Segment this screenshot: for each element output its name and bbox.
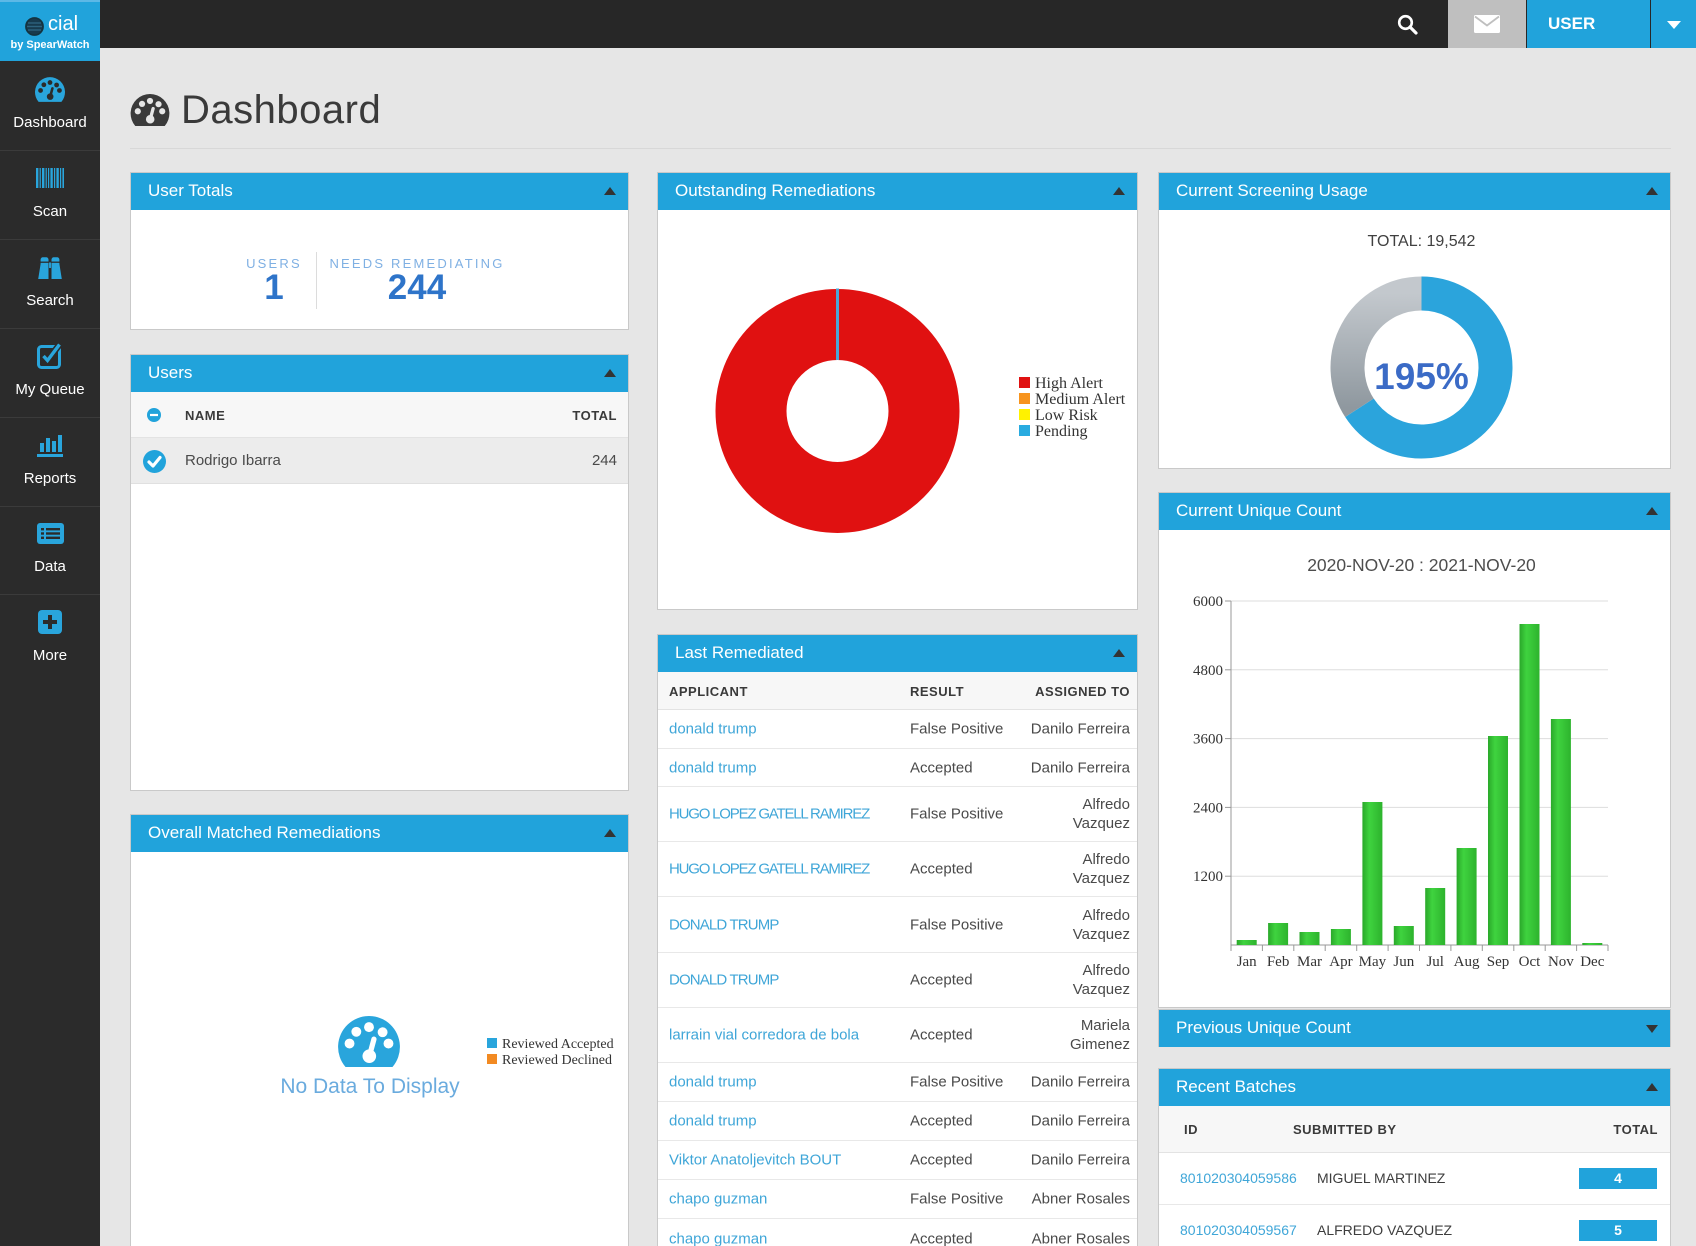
svg-text:3600: 3600: [1193, 732, 1223, 748]
svg-text:Jan: Jan: [1237, 954, 1257, 970]
svg-text:4800: 4800: [1193, 663, 1223, 679]
svg-text:Jul: Jul: [1426, 954, 1444, 970]
svg-text:1200: 1200: [1193, 869, 1223, 885]
svg-text:Sep: Sep: [1487, 954, 1510, 970]
svg-text:Apr: Apr: [1329, 954, 1352, 970]
svg-text:Jun: Jun: [1393, 954, 1414, 970]
svg-text:May: May: [1359, 954, 1387, 970]
svg-text:Aug: Aug: [1454, 954, 1480, 970]
svg-text:Dec: Dec: [1580, 954, 1604, 970]
svg-text:Mar: Mar: [1297, 954, 1322, 970]
svg-text:Nov: Nov: [1548, 954, 1574, 970]
svg-text:2400: 2400: [1193, 800, 1223, 816]
svg-text:6000: 6000: [1193, 594, 1223, 610]
svg-text:Feb: Feb: [1267, 954, 1290, 970]
svg-text:Oct: Oct: [1519, 954, 1541, 970]
